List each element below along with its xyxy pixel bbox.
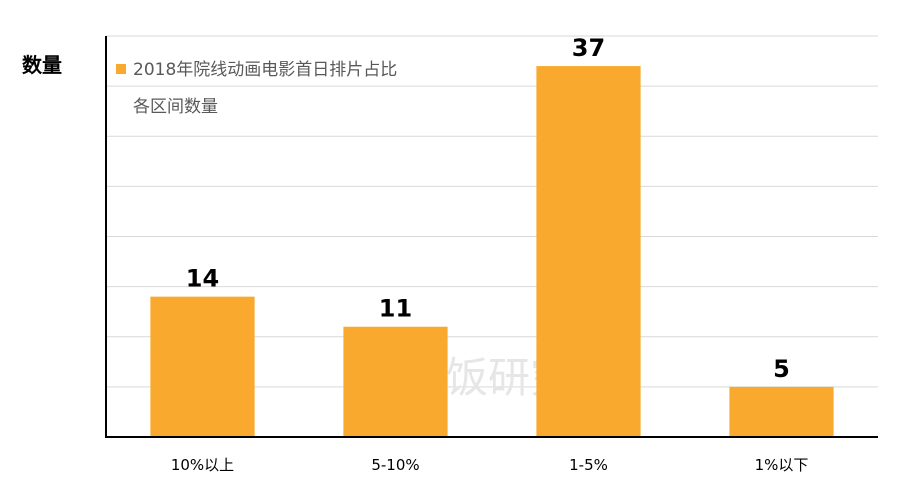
x-tick-label: 1%以下 (755, 456, 809, 474)
legend-swatch (116, 64, 126, 74)
bar (536, 66, 641, 437)
x-tick-label: 1-5% (569, 456, 608, 474)
x-tick-label: 5-10% (371, 456, 419, 474)
axes (105, 36, 878, 438)
legend-label-line2: 各区间数量 (133, 97, 218, 117)
data-label: 5 (773, 355, 790, 383)
bar (150, 296, 255, 437)
y-axis-label: 数量 (22, 53, 62, 77)
legend-label-line1: 2018年院线动画电影首日排片占比 (133, 60, 397, 80)
bars (150, 66, 834, 437)
x-tick-label: 10%以上 (171, 456, 234, 474)
data-label: 14 (186, 265, 219, 293)
bar (729, 386, 834, 437)
bar (343, 326, 448, 437)
labels: 14 10%以上 11 5-10% 37 1-5% 5 1%以下 (171, 34, 809, 474)
data-label: 37 (572, 34, 605, 62)
data-label: 11 (379, 295, 412, 323)
legend: 2018年院线动画电影首日排片占比 各区间数量 (116, 60, 397, 117)
